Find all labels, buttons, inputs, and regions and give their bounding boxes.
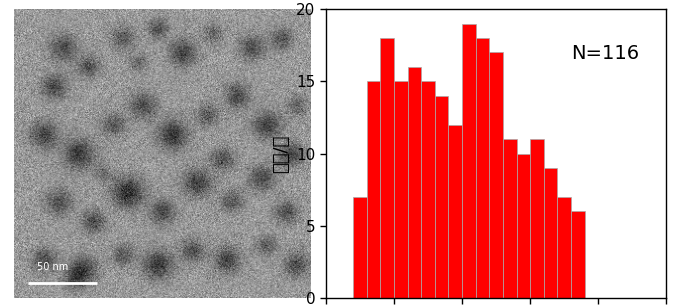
Text: 50 nm: 50 nm <box>37 262 69 272</box>
Bar <box>462 24 475 298</box>
Bar <box>503 139 517 298</box>
Bar <box>394 81 407 298</box>
Y-axis label: 数量/个: 数量/个 <box>273 134 290 173</box>
Bar <box>475 38 489 298</box>
Bar <box>448 125 462 298</box>
Bar <box>367 81 380 298</box>
Bar <box>489 52 503 298</box>
Bar <box>558 197 571 298</box>
Bar <box>380 38 394 298</box>
Bar <box>571 211 585 298</box>
Bar <box>544 168 558 298</box>
Bar <box>530 139 544 298</box>
Text: N=116: N=116 <box>571 44 639 63</box>
Bar <box>353 197 367 298</box>
Bar <box>517 154 530 298</box>
Bar <box>421 81 435 298</box>
Bar <box>435 96 448 298</box>
Bar <box>407 67 421 298</box>
